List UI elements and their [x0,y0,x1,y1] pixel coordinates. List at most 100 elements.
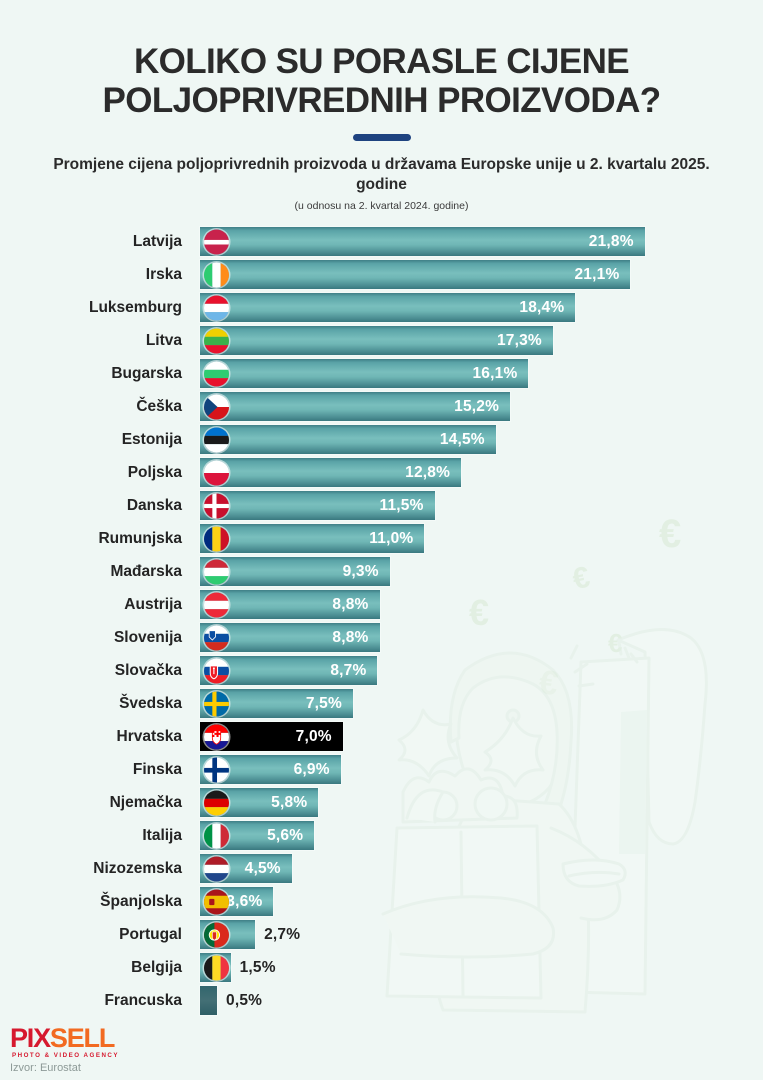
bar-value-label: 17,3% [496,331,542,349]
chart-row: Finska 6,9% [0,753,763,786]
flag-latvia-icon [204,229,229,255]
bar-value-label: 9,3% [342,562,379,580]
chart-row: Hrvatska 7,0% [0,720,763,753]
flag-estonia-icon [204,427,229,453]
flag-finland-icon [204,757,229,783]
bar-value-label: 7,0% [295,727,332,745]
country-label: Luksemburg [88,298,182,316]
bar-track: 14,5% [200,425,763,455]
country-label: Češka [136,397,182,415]
flag-bulgaria-icon [204,361,229,387]
bar: 7,5% [200,689,353,719]
chart-row: Litva 17,3% [0,324,763,357]
flag-poland-icon [204,460,229,486]
bar: 17,3% [200,326,553,356]
bar-value-label: 8,7% [330,661,367,679]
country-label: Slovenija [113,628,182,646]
flag-portugal-icon [204,922,229,948]
chart-row: Njemačka 5,8% [0,786,763,819]
chart-row: Austrija 8,8% [0,588,763,621]
flag-sweden-icon [204,691,229,717]
country-label: Rumunjska [98,529,182,547]
country-label: Mađarska [110,562,182,580]
bar-value-label: 16,1% [472,364,518,382]
country-label: Poljska [127,463,182,481]
bar [200,953,231,983]
flag-netherlands-icon [204,856,229,882]
country-label: Italija [142,826,182,844]
title-divider [352,134,411,142]
flag-slovakia-icon [204,658,229,684]
bar: 8,8% [200,590,380,620]
bar-track: 18,4% [200,293,763,323]
bar-track: 2,7% [200,920,763,950]
flag-romania-icon [204,526,229,552]
bar-track: 1,5% [200,953,763,983]
flag-croatia-icon [204,724,229,750]
bar-track: 21,8% [200,227,763,257]
bar: 16,1% [200,359,529,389]
chart-row: Španjolska 3,6% [0,885,763,918]
bar-value-label: 1,5% [239,958,276,976]
bar: 5,8% [200,788,319,818]
country-label: Austrija [124,595,182,613]
chart-row: Bugarska 16,1% [0,357,763,390]
bar-track: 6,9% [200,755,763,785]
bar: 8,7% [200,656,378,686]
country-label: Irska [145,265,182,283]
bar-track: 15,2% [200,392,763,422]
chart-row: Slovenija 8,8% [0,621,763,654]
bar-value-label: 8,8% [332,595,369,613]
country-label: Njemačka [109,793,182,811]
chart-row: Danska 11,5% [0,489,763,522]
country-label: Bugarska [111,364,182,382]
bar-track: 9,3% [200,557,763,587]
bar-value-label: 14,5% [439,430,485,448]
bar [200,986,217,1016]
bar-value-label: 12,8% [405,463,451,481]
bar-value-label: 21,1% [574,265,620,283]
flag-hungary-icon [204,559,229,585]
chart-row: Latvija 21,8% [0,225,763,258]
bar-value-label: 8,8% [332,628,369,646]
bar-highlighted: 7,0% [200,722,343,752]
flag-slovenia-icon [204,625,229,651]
page-title: KOLIKO SU PORASLE CIJENE POLJOPRIVREDNIH… [102,42,661,121]
bar-value-label: 18,4% [519,298,565,316]
bar: 8,8% [200,623,380,653]
bar-value-label: 21,8% [588,232,634,250]
comparison-note: (u odnosu na 2. kvartal 2024. godine) [294,200,469,213]
chart-row: Belgija 1,5% [0,951,763,984]
bar-track: 8,7% [200,656,763,686]
chart-row: Mađarska 9,3% [0,555,763,588]
bar-value-label: 3,6% [226,892,263,910]
country-label: Slovačka [114,661,182,679]
bar-value-label: 4,5% [244,859,281,877]
chart-row: Estonija 14,5% [0,423,763,456]
country-label: Finska [132,760,182,778]
bar: 21,8% [200,227,645,257]
bar-track: 0,5% [200,986,763,1016]
bar: 18,4% [200,293,576,323]
flag-lithuania-icon [204,328,229,354]
flag-spain-icon [204,889,229,915]
country-label: Portugal [119,925,182,943]
chart-row: Švedska 7,5% [0,687,763,720]
chart-row: Portugal 2,7% [0,918,763,951]
bar-track: 21,1% [200,260,763,290]
country-label: Nizozemska [93,859,182,877]
footer: PIXSELL PHOTO & VIDEO AGENCY Izvor: Euro… [10,1024,119,1074]
flag-czechia-icon [204,394,229,420]
bar: 9,3% [200,557,390,587]
bar: 11,0% [200,524,425,554]
country-label: Danska [126,496,182,514]
bar-value-label: 6,9% [293,760,330,778]
flag-luxembourg-icon [204,295,229,321]
bar: 14,5% [200,425,496,455]
bar: 6,9% [200,755,341,785]
bar-track: 7,0% [200,722,763,752]
country-label: Estonija [121,430,182,448]
bar-value-label: 5,8% [271,793,308,811]
country-label: Hrvatska [116,727,183,745]
flag-denmark-icon [204,493,229,519]
